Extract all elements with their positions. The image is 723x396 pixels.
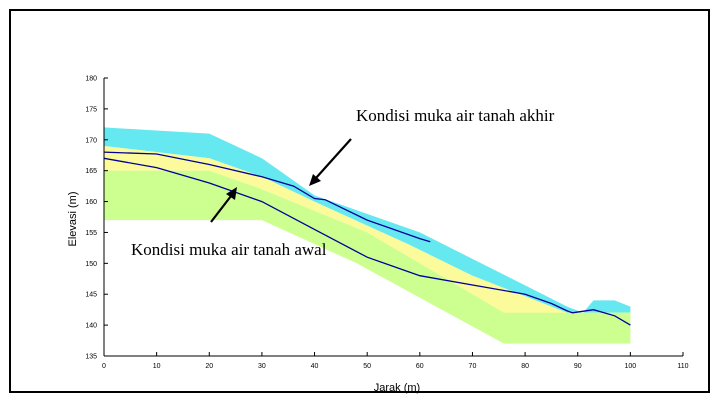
x-tick-label: 30	[258, 363, 266, 370]
x-axis-title: Jarak (m)	[374, 382, 420, 394]
y-tick-label: 180	[85, 76, 97, 83]
yellow-layer	[104, 146, 631, 319]
y-tick-label: 155	[85, 230, 97, 237]
x-tick-label: 60	[416, 363, 424, 370]
y-tick-label: 170	[85, 137, 97, 144]
x-tick-label: 80	[521, 363, 529, 370]
y-axis-title: Elevasi (m)	[67, 191, 79, 246]
y-tick-label: 135	[85, 354, 97, 361]
y-tick-label: 140	[85, 323, 97, 330]
x-tick-label: 20	[205, 363, 213, 370]
x-tick-label: 110	[677, 363, 688, 370]
x-tick-label: 100	[625, 363, 637, 370]
axes: 0 10 20 30 40 50 60 70 80 90 100 110 135 140 145 150 155…	[85, 76, 688, 371]
series-line-initial-water-table	[103, 157, 631, 326]
y-tick-label: 150	[85, 261, 97, 268]
y-tick-label: 165	[85, 168, 97, 175]
arrow-final-water-table	[315, 138, 352, 179]
x-tick-label: 90	[574, 363, 582, 370]
x-tick-label: 10	[153, 363, 161, 370]
y-tick-label: 160	[85, 199, 97, 206]
x-tick-label: 50	[363, 363, 371, 370]
y-tick-label: 145	[85, 292, 97, 299]
annotation-arrows	[210, 138, 352, 223]
arrow-final-head	[309, 174, 321, 186]
annotation-initial-water-table: Kondisi muka air tanah awal	[131, 240, 327, 259]
annotation-final-water-table: Kondisi muka air tanah akhir	[356, 106, 555, 125]
water-table-lines	[103, 151, 631, 326]
y-tick-label: 175	[85, 106, 97, 113]
arrow-initial-head	[226, 187, 237, 200]
arrow-initial-water-table	[210, 195, 232, 223]
series-line-final-water-table	[103, 151, 431, 243]
x-tick-label: 0	[102, 363, 106, 370]
x-tick-label: 40	[311, 363, 319, 370]
x-tick-label: 70	[469, 363, 477, 370]
